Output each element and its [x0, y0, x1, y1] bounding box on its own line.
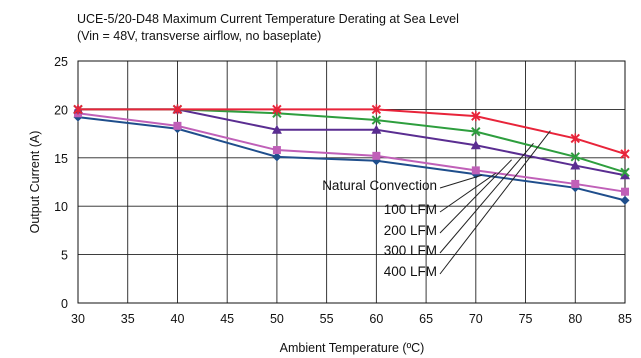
- data-point-marker: [372, 151, 381, 160]
- data-point-marker: [272, 104, 282, 115]
- data-point-marker: [173, 121, 182, 130]
- legend-leader-line: [439, 172, 496, 213]
- data-point-marker: [620, 170, 630, 180]
- data-point-marker: [371, 124, 382, 134]
- data-point-marker: [620, 167, 630, 178]
- data-point-marker: [471, 111, 481, 122]
- x-tick-label: 85: [618, 312, 632, 326]
- legend-label: 400 LFM: [384, 264, 437, 279]
- data-point-marker: [272, 152, 282, 162]
- y-tick-label: 10: [54, 200, 68, 214]
- x-tick-label: 45: [220, 312, 234, 326]
- legend-callouts: Natural Convection 100 LFM 200 LFM 300 LFM 4…: [322, 130, 551, 279]
- y-axis-label: Output Current (A): [28, 131, 42, 234]
- series-400-lfm: [73, 104, 630, 159]
- legend-leader-line: [439, 130, 551, 275]
- plot-area-frame: [77, 60, 626, 304]
- data-point-marker: [272, 146, 281, 155]
- y-axis-ticks: 0 5 10 15 20 25: [54, 55, 68, 311]
- data-point-marker: [371, 104, 382, 115]
- y-tick-label: 5: [61, 249, 68, 263]
- x-tick-label: 50: [270, 312, 284, 326]
- x-tick-label: 60: [369, 312, 383, 326]
- data-point-marker: [271, 124, 282, 134]
- data-point-marker: [371, 115, 382, 125]
- x-tick-label: 70: [469, 312, 483, 326]
- chart-title: UCE-5/20-D48 Maximum Current Temperature…: [77, 12, 459, 26]
- chart-subtitle: (Vin = 48V, transverse airflow, no basep…: [77, 29, 321, 43]
- x-tick-label: 80: [568, 312, 582, 326]
- x-axis-label: Ambient Temperature (ºC): [280, 341, 425, 355]
- data-point-marker: [570, 160, 581, 170]
- data-point-marker: [621, 187, 629, 196]
- series-200-lfm: [73, 104, 630, 180]
- y-tick-label: 15: [54, 152, 68, 166]
- data-point-marker: [73, 104, 83, 115]
- data-point-marker: [571, 179, 580, 188]
- series-group: [73, 104, 630, 205]
- x-tick-label: 75: [519, 312, 533, 326]
- x-axis-ticks: 30 35 40 45 50 55 60 65 70 75 80 85: [71, 312, 632, 326]
- data-point-marker: [620, 195, 630, 205]
- legend-leader-line: [439, 142, 534, 254]
- legend-label: Natural Convection: [322, 178, 437, 193]
- x-tick-label: 30: [71, 312, 85, 326]
- series-line: [78, 108, 626, 155]
- legend-label: 300 LFM: [384, 243, 437, 258]
- series-300-lfm: [73, 104, 630, 178]
- x-tick-label: 35: [121, 312, 135, 326]
- legend-label: 100 LFM: [384, 202, 437, 217]
- data-point-marker: [620, 148, 630, 159]
- data-point-marker: [471, 126, 481, 137]
- x-tick-label: 65: [419, 312, 433, 326]
- data-point-marker: [172, 104, 183, 115]
- data-point-marker: [570, 152, 580, 162]
- y-tick-label: 0: [61, 297, 68, 311]
- y-tick-label: 20: [54, 103, 68, 117]
- data-point-marker: [471, 166, 480, 175]
- legend-leader-line: [439, 174, 482, 189]
- legend-leader-line: [439, 159, 512, 234]
- x-tick-label: 55: [320, 312, 334, 326]
- x-tick-label: 40: [171, 312, 185, 326]
- data-point-marker: [470, 140, 481, 150]
- data-point-marker: [570, 133, 580, 144]
- legend-label: 200 LFM: [384, 223, 437, 238]
- y-tick-label: 25: [54, 55, 68, 69]
